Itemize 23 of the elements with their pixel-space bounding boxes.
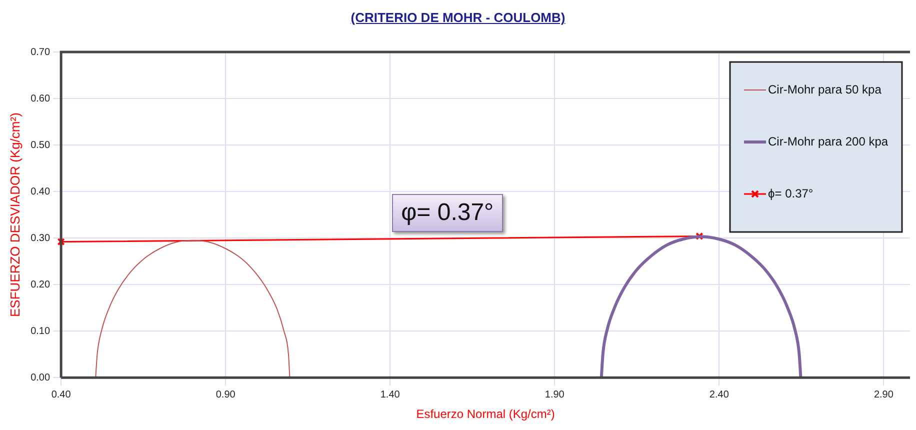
y-tick-label: 0.60 xyxy=(30,93,50,104)
x-axis-title: Esfuerzo Normal (Kg/cm²) xyxy=(416,407,555,422)
x-tick-label: 0.40 xyxy=(51,389,72,400)
y-tick-label: 0.20 xyxy=(30,279,50,290)
legend-label: Cir-Mohr para 50 kpa xyxy=(768,82,882,96)
x-tick-label: 1.40 xyxy=(380,389,400,400)
line-series xyxy=(95,240,290,378)
chart-title: (CRITERIO DE MOHR - COULOMB) xyxy=(350,10,566,25)
y-tick-label: 0.30 xyxy=(30,232,50,244)
y-tick-label: 0.10 xyxy=(30,326,50,337)
annotation: φ= 0.37° xyxy=(392,194,503,232)
x-tick-label: 2.90 xyxy=(874,389,894,400)
y-tick-label: 0.00 xyxy=(30,372,50,384)
legend-label: Cir-Mohr para 200 kpa xyxy=(768,134,888,148)
x-tick-label: 1.90 xyxy=(544,389,565,400)
y-axis-title: ESFUERZO DESVIADOR (Kg/cm²) xyxy=(7,112,22,318)
y-tick-label: 0.70 xyxy=(30,46,50,58)
y-tick-label: 0.40 xyxy=(30,186,50,198)
line-series xyxy=(600,235,802,380)
y-tick-label: 0.50 xyxy=(30,140,50,151)
legend-label: ϕ= 0.37° xyxy=(768,186,814,200)
x-tick-label: 0.90 xyxy=(216,389,236,400)
x-tick-label: 2.40 xyxy=(709,389,730,400)
